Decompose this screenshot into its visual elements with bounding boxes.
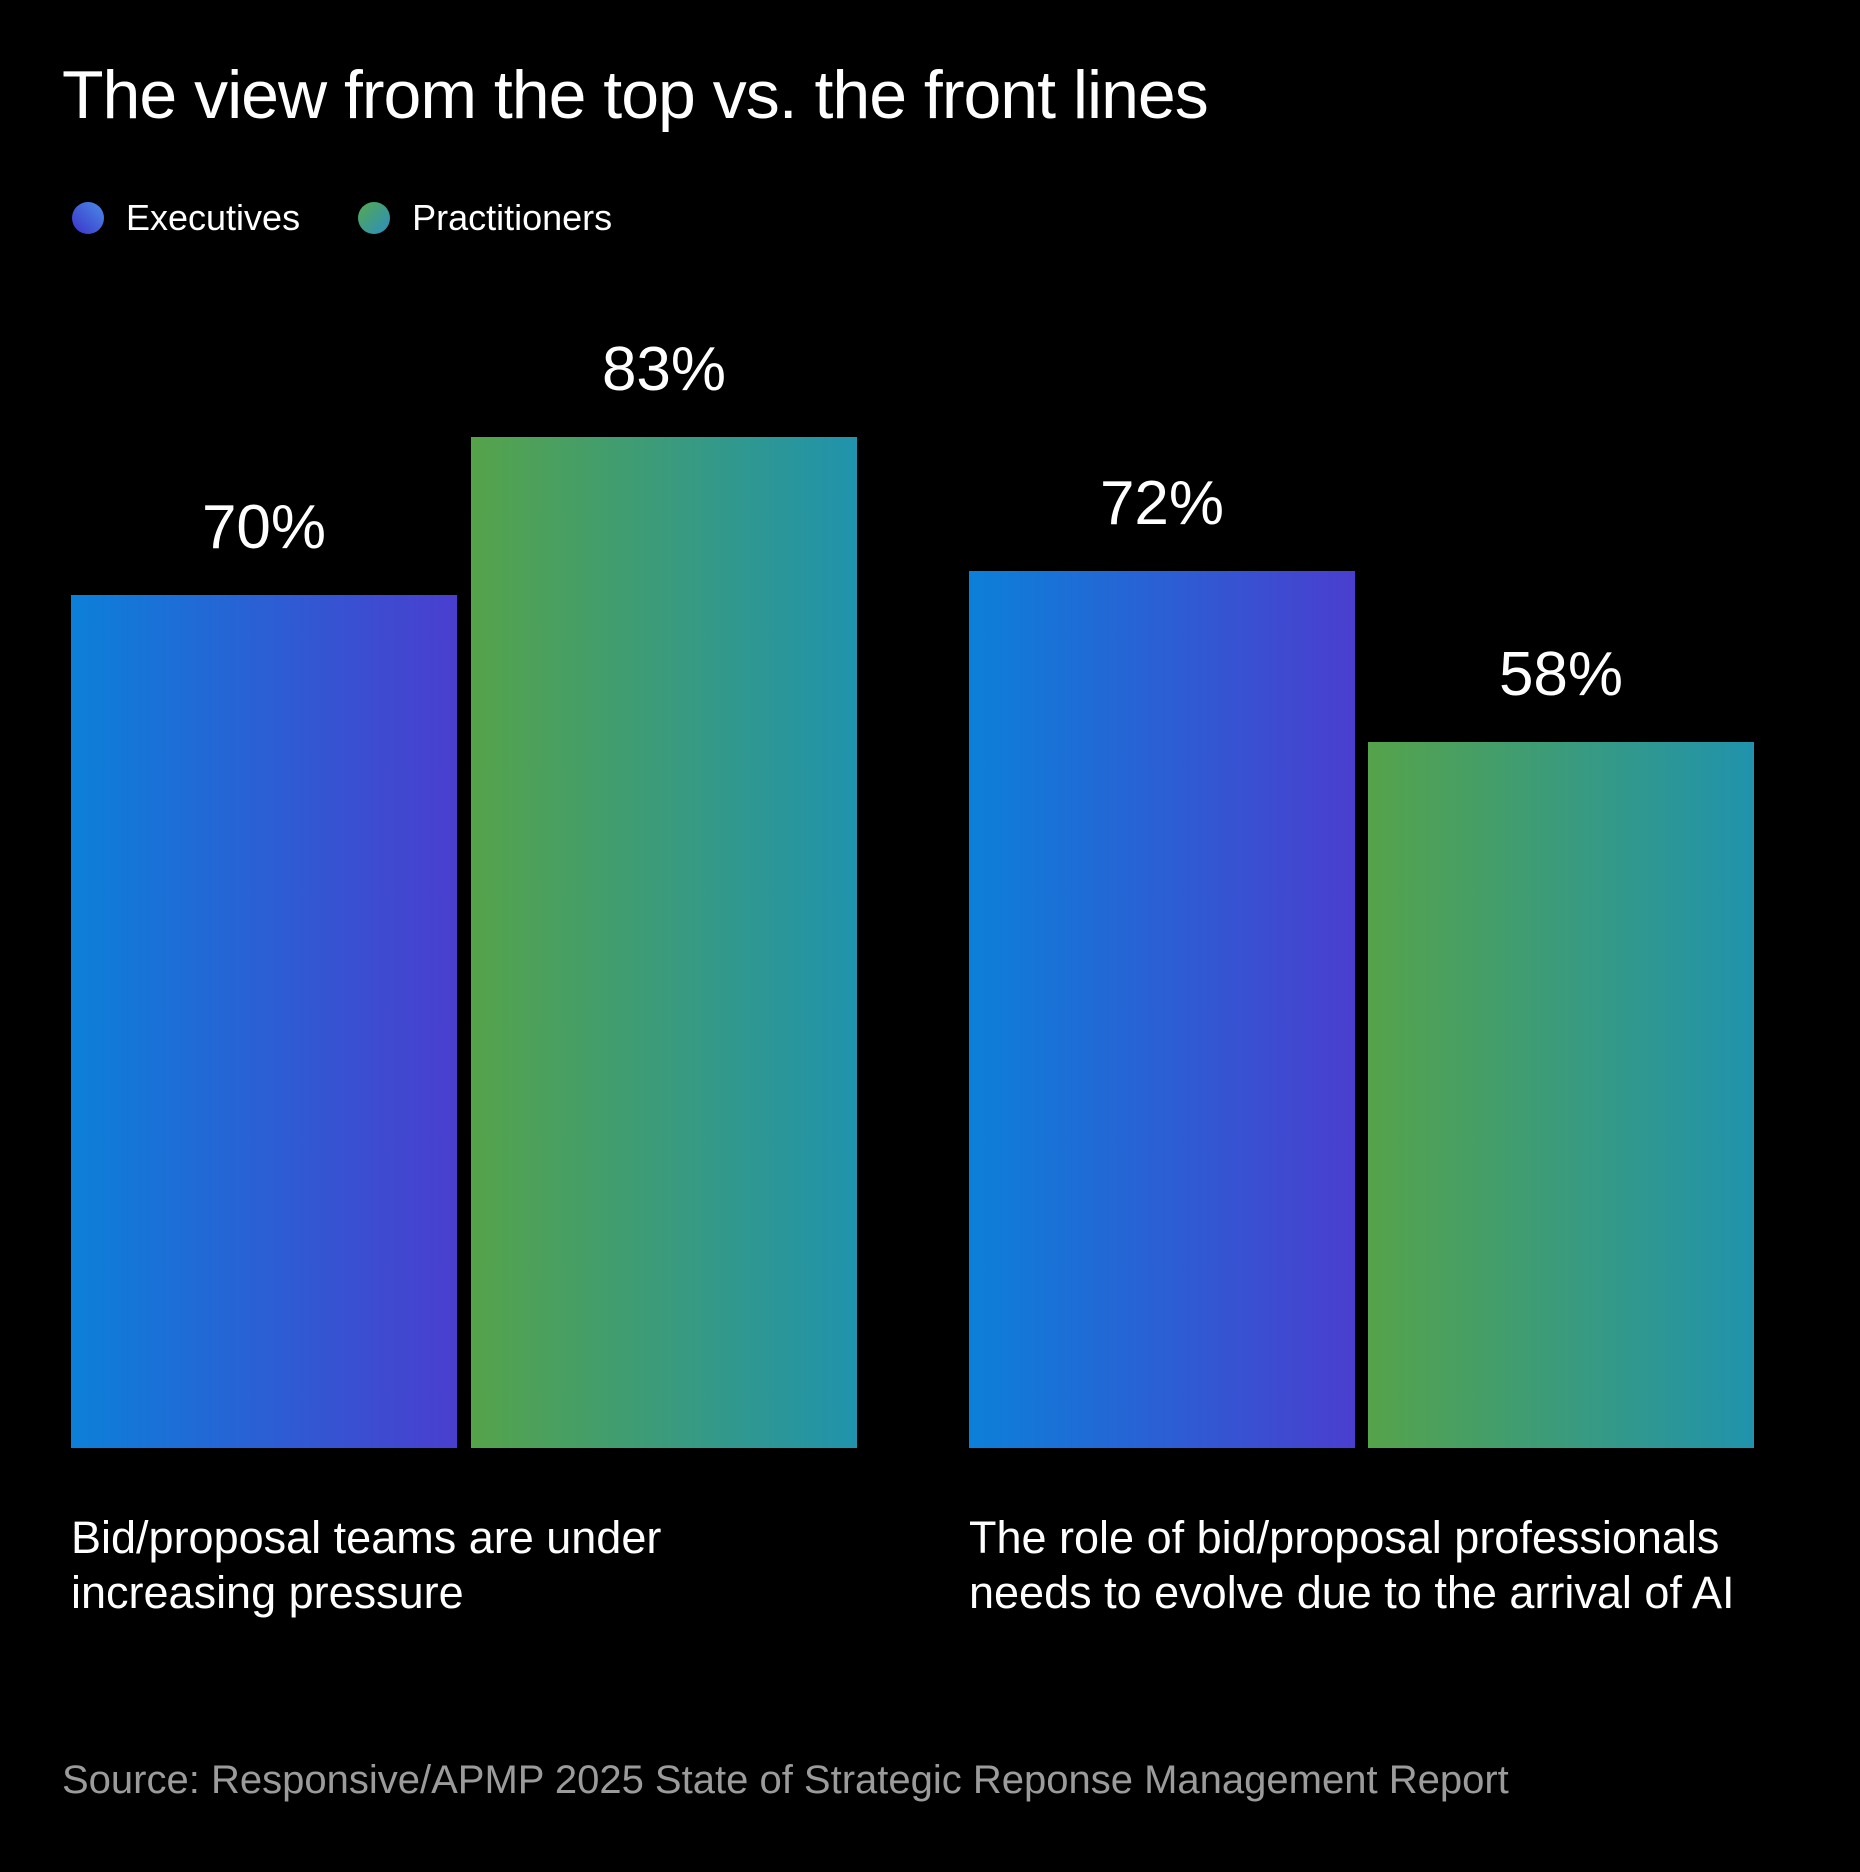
legend-item-executives: Executives [72,200,300,236]
bar-practitioners-ai: 58% [1368,644,1754,1448]
legend-label-practitioners: Practitioners [412,197,613,238]
executives-swatch-icon [72,202,104,234]
bar-rect-practitioners-ai [1368,742,1754,1448]
value-label-executives-ai: 72% [1099,469,1225,538]
bar-executives-pressure: 70% [71,497,457,1448]
category-label-pressure: Bid/proposal teams are under increasing … [71,1512,662,1619]
source-attribution: Source: Responsive/APMP 2025 State of St… [62,1758,1509,1802]
value-label-practitioners-ai: 58% [1498,640,1624,709]
bar-executives-ai: 72% [969,473,1355,1448]
bar-practitioners-pressure: 83% [471,339,857,1448]
bar-rect-practitioners-pressure [471,437,857,1448]
legend: Executives Practitioners [72,200,612,236]
page-title: The view from the top vs. the front line… [62,57,1209,133]
value-label-practitioners-pressure: 83% [601,335,727,404]
bar-rect-executives-pressure [71,595,457,1448]
category-label-ai: The role of bid/proposal professionals n… [969,1512,1735,1619]
practitioners-swatch-icon [358,202,391,234]
bar-rect-executives-ai [969,571,1355,1448]
legend-item-practitioners: Practitioners [358,200,612,236]
legend-label-executives: Executives [126,197,301,238]
value-label-executives-pressure: 70% [201,493,327,562]
